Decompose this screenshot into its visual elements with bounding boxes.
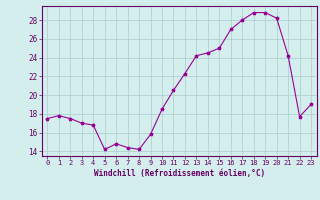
X-axis label: Windchill (Refroidissement éolien,°C): Windchill (Refroidissement éolien,°C) <box>94 169 265 178</box>
